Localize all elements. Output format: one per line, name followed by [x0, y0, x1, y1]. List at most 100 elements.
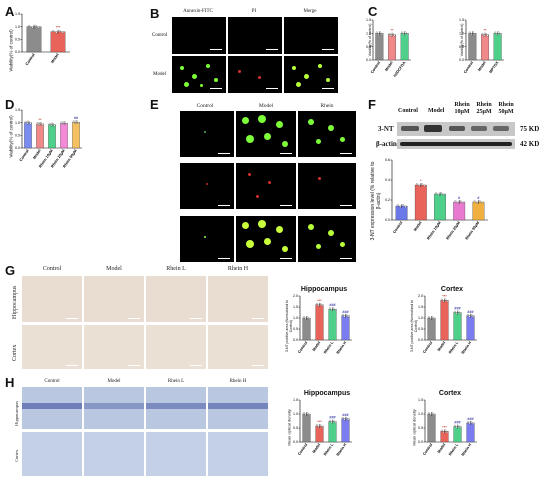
c-left-ytick-label-0: 0.0 — [366, 58, 371, 62]
d-point-4-2 — [75, 120, 78, 123]
h-hippocampus-xtick-label-2: Rhein L — [323, 442, 335, 456]
f-point-2-3 — [442, 193, 445, 196]
h-cortex-ytick-label-3: 1.5 — [418, 398, 423, 402]
g-cortex-point-2-1 — [455, 312, 458, 315]
g-cortex-stars: *** — [442, 294, 447, 298]
c-right-point-2-1 — [495, 33, 498, 36]
f-point-4-3 — [481, 201, 484, 204]
h-hippocampus-xtick-label-0: Control — [297, 443, 308, 456]
h-ylabel-wrap-1: Mean optical density — [283, 403, 293, 463]
d-point-2-0 — [48, 122, 51, 125]
c-ylabel-left: Viability(% of control) — [368, 23, 372, 57]
f-header-control: Control — [398, 108, 418, 114]
e-image-rhein-merge — [298, 216, 356, 262]
g-col-model: Model — [106, 266, 122, 272]
panel-label-d: D — [5, 97, 15, 112]
c-left-point-0-0 — [375, 31, 378, 34]
f-point-1-0 — [416, 183, 418, 186]
g-hippocampus-point-2-1 — [330, 309, 333, 311]
a-point-1-2 — [58, 29, 61, 32]
c-right-ytick-label-3: 1.5 — [459, 18, 464, 22]
d-ylabel-wrap: Viability(% of control) — [4, 112, 14, 182]
g-hippocampus-bar-1 — [315, 304, 324, 341]
g-hippocampus-ytick-label-0: 0.0 — [293, 338, 298, 342]
f-point-4-0 — [473, 200, 476, 203]
h-cortex-point-2-0 — [453, 424, 456, 427]
h-hippocampus-xtick-label-3: Rhein H — [336, 443, 348, 457]
h-image-model-hippocampus — [84, 387, 144, 429]
c-right-point-0-3 — [473, 33, 476, 36]
f-hash2: # — [477, 196, 480, 200]
h-cortex-point-2-1 — [455, 426, 458, 429]
c-right-xtick-label-1: Model — [477, 61, 487, 72]
h-chart1-title: Hippocampus — [303, 390, 351, 397]
f-point-0-2 — [401, 204, 404, 207]
g-hippocampus-stars: *** — [317, 299, 322, 303]
f-bar-0 — [395, 205, 408, 221]
g-hippocampus-point-1-3 — [321, 304, 324, 307]
b-image-control-pi — [228, 17, 282, 54]
f-band2-label: β-actin — [376, 140, 397, 148]
c-left-point-2-1 — [402, 33, 405, 36]
g-col-rheinh: Rhein H — [227, 266, 249, 272]
g-image-rheinh-cortex — [208, 325, 268, 369]
c-right-point-2-3 — [499, 33, 502, 36]
g-hippocampus-point-2-2 — [332, 307, 335, 310]
g-cortex-xtick-label-0: Control — [422, 341, 433, 354]
g-chart1-title: Hippocampus — [300, 286, 348, 293]
g-image-model-cortex — [84, 325, 144, 369]
d-point-2-3 — [53, 124, 56, 127]
g-cortex-hash2: ### — [467, 310, 474, 314]
c-right-point-1-1 — [483, 34, 486, 37]
f-point-3-2 — [459, 200, 462, 203]
e-image-rhein-pi — [298, 163, 356, 209]
c-left-point-1-3 — [393, 34, 396, 37]
h-hippocampus-point-0-3 — [308, 413, 311, 416]
d-bar-0 — [24, 122, 32, 149]
h-hippocampus-point-1-1 — [317, 425, 320, 428]
g-image-model-hippocampus — [84, 276, 144, 322]
g-cortex-point-2-3 — [459, 312, 462, 315]
f-blot-3nt — [397, 122, 515, 136]
f-xtick-label-0: Control — [392, 221, 403, 234]
a-bar-0 — [26, 26, 42, 53]
a-point-1-1 — [55, 31, 58, 34]
d-point-3-1 — [62, 123, 65, 125]
g-cortex-ytick-label-3: 1.5 — [418, 305, 423, 309]
f-point-4-2 — [478, 200, 481, 203]
c-right-point-1-2 — [484, 32, 487, 35]
h-hippocampus-ytick-label-0: 0.0 — [293, 440, 298, 444]
c-left-bar-0 — [375, 33, 384, 61]
f-point-1-1 — [418, 184, 421, 187]
c-left-point-0-2 — [379, 31, 382, 34]
g-cortex-point-0-2 — [431, 316, 434, 319]
h-cortex-hash2: ### — [467, 417, 474, 421]
g-hippocampus-point-2-3 — [334, 309, 337, 311]
c-right-ytick-label-0: 0.0 — [459, 58, 464, 62]
e-col-model: Model — [258, 103, 274, 109]
f-ytick-label-1: 0.2 — [385, 198, 390, 202]
panel-label-a: A — [5, 4, 15, 19]
d-point-0-3 — [29, 122, 32, 125]
d-point-0-0 — [24, 120, 27, 123]
h-hippocampus-hash2: ### — [342, 413, 349, 417]
h-hippocampus-point-2-3 — [334, 421, 337, 424]
g-hippocampus-xtick-label-1: Model — [312, 341, 322, 352]
f-xtick-label-3: Rhein 25μM — [446, 221, 462, 241]
c-left-point-1-1 — [390, 34, 393, 37]
c-left-point-1-2 — [391, 32, 394, 35]
d-point-4-0 — [72, 120, 75, 123]
c-right-bar-1 — [481, 34, 489, 61]
a-bar-1 — [50, 31, 66, 53]
a-point-0-2 — [34, 24, 37, 27]
g-hippocampus-bar-0 — [302, 317, 311, 341]
d-ytick-label-0: 0.0 — [15, 146, 20, 150]
g-hippocampus-bar-2 — [328, 309, 337, 341]
g-cortex-point-1-2 — [444, 298, 447, 301]
g-cortex-point-3-2 — [470, 314, 473, 316]
h-ylabel-2: Mean optical density — [411, 409, 417, 446]
b-image-control-merge — [284, 17, 338, 54]
h-hippocampus-point-0-1 — [304, 413, 307, 416]
g-cortex-hash: ### — [454, 307, 461, 311]
d-point-4-3 — [77, 122, 80, 124]
